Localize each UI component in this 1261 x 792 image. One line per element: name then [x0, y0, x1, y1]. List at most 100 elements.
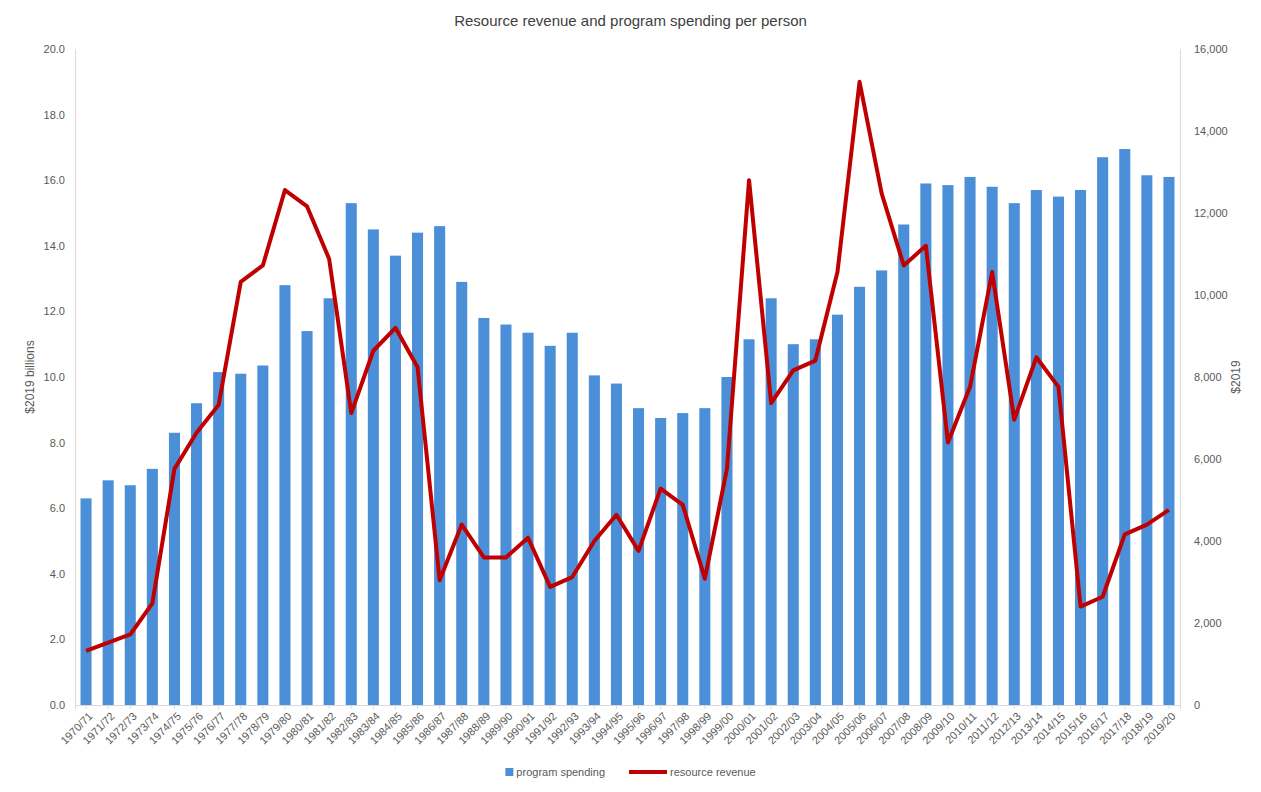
legend-swatch	[505, 768, 513, 776]
bar	[279, 285, 290, 705]
tick-mark	[992, 705, 993, 709]
bar	[832, 315, 843, 705]
tick: 14,000	[1180, 125, 1228, 137]
tick-mark	[881, 705, 882, 709]
tick-mark	[815, 705, 816, 709]
tick-mark	[329, 705, 330, 709]
tick-label: 12,000	[1194, 207, 1228, 219]
tick-label: 6.0	[50, 502, 65, 514]
tick-mark	[461, 705, 462, 709]
bar	[412, 233, 423, 705]
tick-mark	[859, 705, 860, 709]
tick-mark	[970, 705, 971, 709]
tick-mark	[704, 705, 705, 709]
bar	[1075, 190, 1086, 705]
tick-mark	[682, 705, 683, 709]
tick-mark	[1146, 705, 1147, 709]
tick-mark	[262, 705, 263, 709]
bar	[191, 403, 202, 705]
tick: 8.0	[50, 437, 75, 449]
tick: 4.0	[50, 568, 75, 580]
tick-mark	[417, 705, 418, 709]
tick-label: 10,000	[1194, 289, 1228, 301]
tick-label: 6,000	[1194, 453, 1222, 465]
tick-label: 2,000	[1194, 617, 1222, 629]
tick-label: 20.0	[44, 43, 65, 55]
bar	[655, 418, 666, 705]
tick: 10.0	[44, 371, 75, 383]
tick: 6.0	[50, 502, 75, 514]
bar	[257, 366, 268, 705]
bar	[854, 287, 865, 705]
bar	[633, 408, 644, 705]
tick: 2,000	[1180, 617, 1222, 629]
y-axis: 0.02.04.06.08.010.012.014.016.018.020.0	[44, 43, 76, 711]
tick: 20.0	[44, 43, 75, 55]
tick: 4,000	[1180, 535, 1222, 547]
bar	[346, 203, 357, 705]
bar	[942, 185, 953, 705]
tick-mark	[1080, 705, 1081, 709]
legend-item: resource revenue	[629, 766, 756, 778]
tick-mark	[373, 705, 374, 709]
tick-mark	[240, 705, 241, 709]
axis-title: $2019 billions	[23, 340, 37, 413]
bar	[302, 331, 313, 705]
tick-label: 2.0	[50, 633, 65, 645]
bar	[545, 346, 556, 705]
bar	[611, 384, 622, 705]
bar	[1141, 175, 1152, 705]
tick-label: 8.0	[50, 437, 65, 449]
legend-label: resource revenue	[670, 766, 756, 778]
bar	[898, 224, 909, 705]
bar	[1031, 190, 1042, 705]
tick-label: 12.0	[44, 305, 65, 317]
tick: 18.0	[44, 109, 75, 121]
tick-label: 4,000	[1194, 535, 1222, 547]
bar	[368, 229, 379, 705]
bar	[478, 318, 489, 705]
legend-swatch	[629, 770, 667, 774]
tick-mark	[439, 705, 440, 709]
tick-mark	[1168, 705, 1169, 709]
tick-mark	[307, 705, 308, 709]
bar	[1163, 177, 1174, 705]
bar	[1053, 197, 1064, 705]
tick-mark	[726, 705, 727, 709]
tick-label: 16,000	[1194, 43, 1228, 55]
tick-mark	[351, 705, 352, 709]
tick: 12.0	[44, 305, 75, 317]
bar	[81, 498, 92, 705]
tick-mark	[638, 705, 639, 709]
tick: 8,000	[1180, 371, 1222, 383]
tick-mark	[903, 705, 904, 709]
tick-mark	[771, 705, 772, 709]
tick-label: 10.0	[44, 371, 65, 383]
tick-mark	[947, 705, 948, 709]
tick-label: 2019/20	[1141, 710, 1178, 747]
tick-mark	[1014, 705, 1015, 709]
bar	[125, 485, 136, 705]
tick: 14.0	[44, 240, 75, 252]
legend: program spendingresource revenue	[505, 766, 755, 778]
bar	[434, 226, 445, 705]
tick: 0	[1180, 699, 1200, 711]
tick-mark	[218, 705, 219, 709]
tick: 6,000	[1180, 453, 1222, 465]
bar	[456, 282, 467, 705]
bar	[876, 270, 887, 705]
bar	[965, 177, 976, 705]
tick-mark	[196, 705, 197, 709]
tick-mark	[550, 705, 551, 709]
tick-mark	[1124, 705, 1125, 709]
tick: 10,000	[1180, 289, 1228, 301]
bar	[987, 187, 998, 705]
bar	[744, 339, 755, 705]
tick-mark	[837, 705, 838, 709]
tick: 16,000	[1180, 43, 1228, 55]
tick-mark	[793, 705, 794, 709]
tick-label: 18.0	[44, 109, 65, 121]
axis-line	[76, 706, 1181, 710]
bar	[810, 339, 821, 705]
bar	[324, 298, 335, 705]
